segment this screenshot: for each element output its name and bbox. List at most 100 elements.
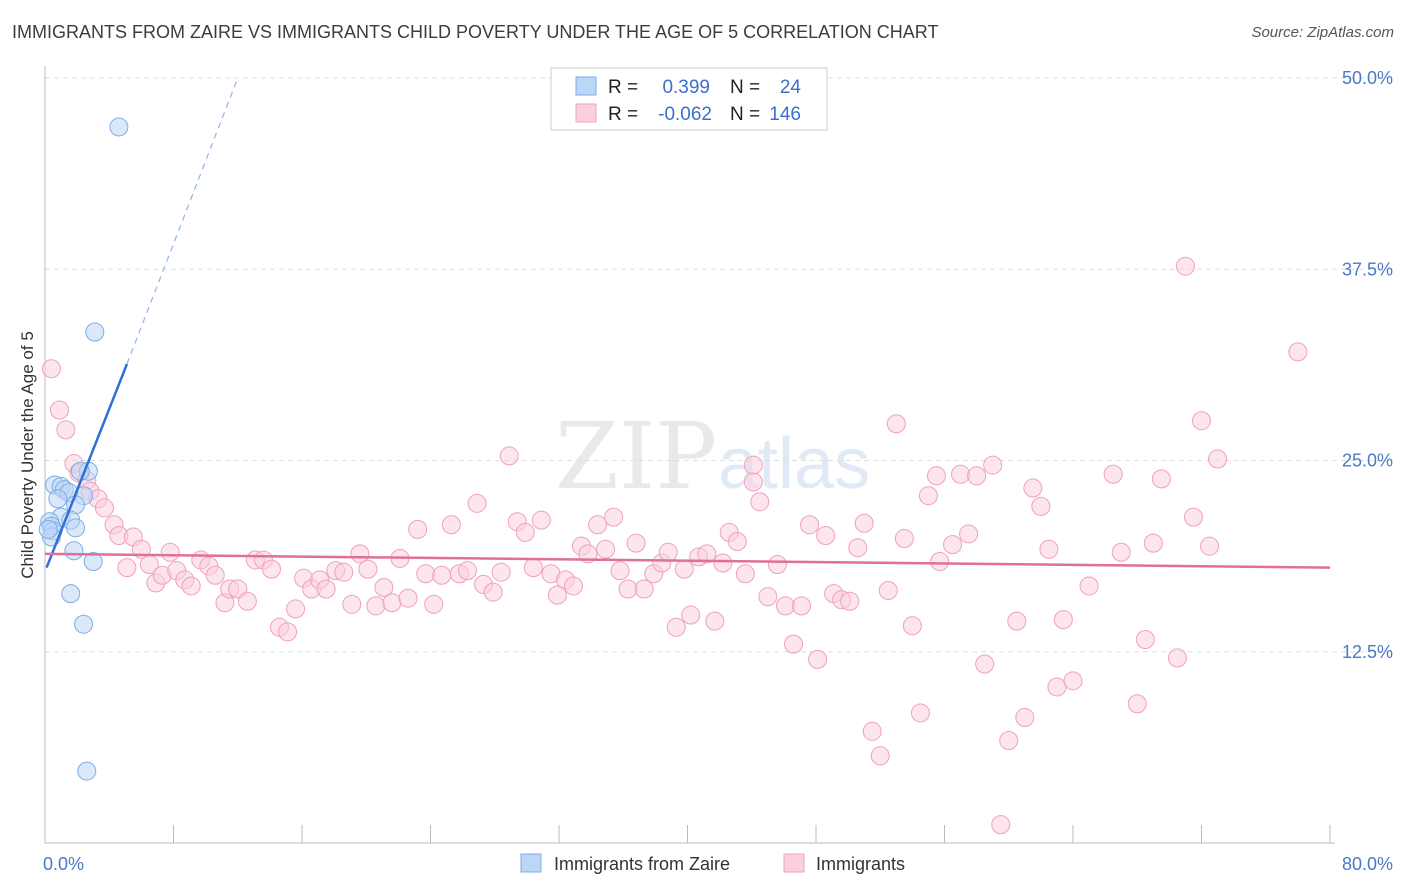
point-immigrants [705,611,725,631]
point-immigrants [713,553,733,573]
point-immigrants [975,654,995,674]
point-immigrants [894,529,914,549]
point-immigrants [237,591,257,611]
y-axis-tick-labels: 12.5% 25.0% 37.5% 50.0% [1342,68,1393,662]
point-immigrants [366,596,386,616]
bottom-legend: Immigrants from Zaire Immigrants [520,853,905,874]
point-immigrants [1063,671,1083,691]
point-immigrants [999,730,1019,750]
point-immigrants [467,493,487,513]
point-immigrants [626,533,646,553]
point-immigrants [959,524,979,544]
point-immigrants [374,577,394,597]
y-tick-label: 37.5% [1342,259,1393,279]
point-immigrants [610,561,630,581]
x-tick-label-max: 80.0% [1342,854,1393,874]
trend-line-immigrants [44,552,1331,569]
point-zaire [74,614,94,634]
point-immigrants [1103,464,1123,484]
point-immigrants [596,539,616,559]
point-immigrants [967,466,987,486]
point-immigrants [1200,536,1220,556]
legend-swatch-zaire [575,76,597,96]
point-immigrants [983,455,1003,475]
point-immigrants [862,721,882,741]
legend-box [550,67,828,131]
bottom-legend-swatch-immigrants [783,853,805,873]
legend-n-value-zaire: 24 [780,77,802,98]
point-immigrants [1192,411,1211,431]
point-immigrants [1023,478,1043,498]
legend-n-value-immigrants: 146 [769,104,801,125]
point-immigrants [743,472,763,492]
point-immigrants [316,579,336,599]
point-immigrants [1175,256,1195,276]
point-immigrants [930,551,950,571]
point-immigrants [1047,677,1067,697]
point-immigrants [604,507,624,527]
point-immigrants [523,558,543,578]
source-label: Source: ZipAtlas.com [1251,24,1394,41]
point-immigrants [658,542,678,562]
point-immigrants [735,564,755,584]
point-immigrants [41,359,61,379]
series-immigrants-points [41,256,1308,835]
point-immigrants [578,544,598,564]
series-zaire-points [38,117,129,781]
point-zaire [38,519,58,539]
y-tick-label: 50.0% [1342,68,1393,88]
point-immigrants [666,617,686,637]
point-immigrants [1183,507,1203,527]
point-immigrants [758,587,778,607]
point-immigrants [515,522,535,542]
point-immigrants [1288,342,1308,362]
point-immigrants [1039,539,1059,559]
point-immigrants [499,446,519,466]
watermark-zip: ZIP [555,403,717,510]
point-zaire [48,489,68,509]
point-immigrants [398,588,418,608]
point-immigrants [491,562,511,582]
point-immigrants [1143,533,1163,553]
point-immigrants [902,616,922,636]
point-immigrants [697,544,717,564]
point-immigrants [416,564,436,584]
watermark-atlas: atlas [718,424,870,504]
point-immigrants [870,746,890,766]
point-immigrants [800,515,820,535]
point-immigrants [634,579,654,599]
point-immigrants [358,559,378,579]
trend-line-zaire-extension [126,77,239,365]
point-immigrants [1167,648,1187,668]
point-immigrants [1111,542,1131,562]
legend-r-value-zaire: 0.399 [662,77,710,98]
chart-title: IMMIGRANTS FROM ZAIRE VS IMMIGRANTS CHIL… [12,22,939,42]
point-immigrants [918,486,938,506]
trend-line-zaire [45,363,129,569]
point-immigrants [56,420,76,440]
point-immigrants [1015,708,1035,728]
y-tick-label: 12.5% [1342,642,1393,662]
point-zaire [109,117,129,137]
y-axis-label: Child Poverty Under the Age of 5 [18,331,37,579]
point-immigrants [457,561,477,581]
legend: R = 0.399 N = 24 R = -0.062 N = 146 [550,67,828,131]
point-immigrants [278,622,298,642]
point-immigrants [808,649,828,669]
point-immigrants [775,596,795,616]
point-immigrants [547,585,567,605]
point-immigrants [334,562,354,582]
point-immigrants [49,400,69,420]
point-immigrants [618,579,638,599]
x-axis-ticks [44,825,1331,843]
point-immigrants [854,513,874,533]
point-immigrants [441,515,461,535]
point-immigrants [886,414,906,434]
point-immigrants [181,576,201,596]
point-zaire [61,584,81,604]
point-immigrants [205,565,225,585]
legend-r-value-immigrants: -0.062 [658,104,712,125]
point-immigrants [408,519,428,539]
point-immigrants [563,576,583,596]
